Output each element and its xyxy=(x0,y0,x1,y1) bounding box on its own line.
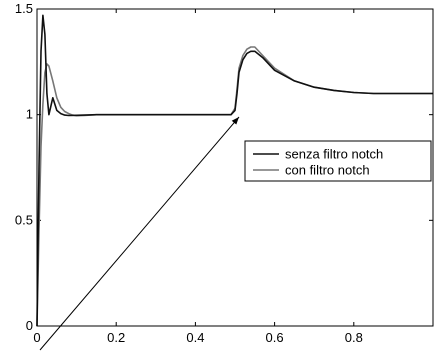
plot-frame xyxy=(36,8,434,327)
x-tick-label: 0.6 xyxy=(266,330,284,345)
x-tick-label: 0.4 xyxy=(186,330,204,345)
y-tick-label: 1 xyxy=(26,107,33,122)
y-tick-label: 0 xyxy=(26,318,33,333)
x-tick-label: 0.8 xyxy=(345,330,363,345)
legend-label-0: senza filtro notch xyxy=(285,147,383,162)
y-tick-label: 1.5 xyxy=(15,1,33,16)
legend-box xyxy=(244,140,432,182)
ticks-layer: 0 0.2 0.4 0.6 0.8 0 0.5 1 1.5 xyxy=(15,1,433,345)
series-line-0 xyxy=(36,14,433,327)
annotation-arrow xyxy=(39,116,240,351)
y-tick-label: 0.5 xyxy=(15,212,33,227)
series-layer xyxy=(36,14,433,327)
annotation-arrowhead xyxy=(231,117,239,125)
x-tick-label: 0.2 xyxy=(107,330,125,345)
x-tick-label: 0 xyxy=(33,330,40,345)
legend-label-1: con filtro notch xyxy=(285,163,370,178)
